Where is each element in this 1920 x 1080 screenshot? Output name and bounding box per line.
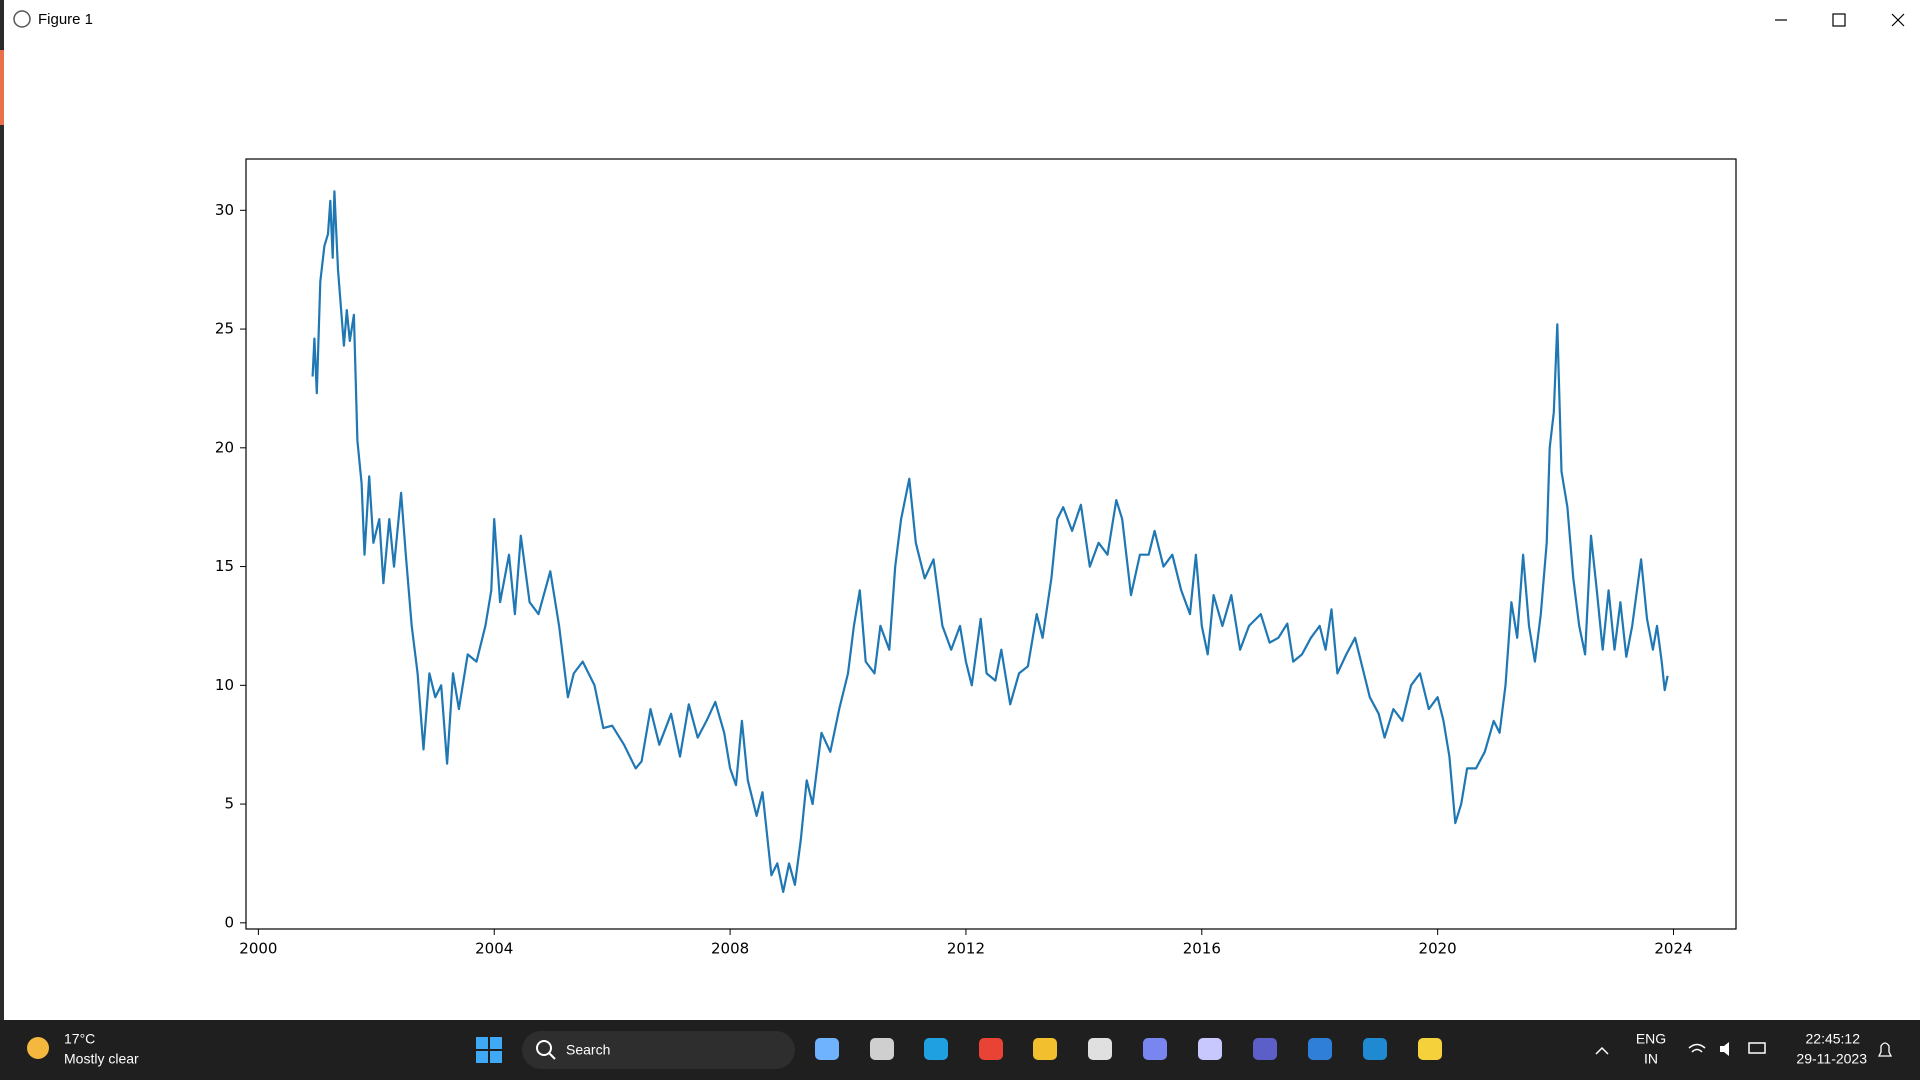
title-bar <box>4 0 1920 38</box>
x-tick-label: 2004 <box>475 940 513 958</box>
taskbar-app[interactable] <box>1198 1038 1222 1060</box>
x-tick-label: 2016 <box>1183 940 1221 958</box>
taskbar-app[interactable] <box>1088 1038 1112 1060</box>
tray-overflow[interactable] <box>1595 1046 1609 1055</box>
y-tick-label: 0 <box>224 913 234 931</box>
taskbar-app[interactable] <box>979 1038 1003 1060</box>
x-tick-label: 2000 <box>239 940 277 958</box>
taskbar-app[interactable] <box>924 1038 948 1060</box>
y-tick-label: 15 <box>215 557 234 575</box>
plot-frame <box>245 158 1737 930</box>
data-line <box>311 190 1669 893</box>
weather-condition: Mostly clear <box>64 1051 139 1067</box>
chart: 0 5 10 15 20 25 30 2000 2004 2008 2012 2016 2020 2024 <box>215 190 1693 958</box>
taskbar-app[interactable] <box>1363 1038 1387 1060</box>
taskbar-app[interactable] <box>1418 1038 1442 1060</box>
y-tick-label: 20 <box>215 438 234 456</box>
taskbar-app[interactable] <box>1308 1038 1332 1060</box>
notification-bell[interactable] <box>1877 1042 1893 1057</box>
x-tick-label: 2008 <box>711 940 749 958</box>
clock-date[interactable]: 29-11-2023 <box>1796 1051 1867 1067</box>
y-tick-label: 30 <box>215 201 234 219</box>
search-icon-handle <box>548 1052 556 1060</box>
app-icon <box>13 10 31 28</box>
search-box[interactable] <box>522 1031 795 1069</box>
search-label: Search <box>566 1042 610 1058</box>
region: IN <box>1644 1051 1658 1067</box>
weather-icon[interactable] <box>27 1037 49 1059</box>
taskbar-app[interactable] <box>1253 1038 1277 1060</box>
wifi-icon[interactable] <box>1688 1043 1706 1053</box>
taskbar-app[interactable] <box>870 1038 894 1060</box>
taskbar-app[interactable] <box>1033 1038 1057 1060</box>
maximize-button[interactable] <box>1832 13 1846 27</box>
x-tick-label: 2020 <box>1419 940 1457 958</box>
x-tick-label: 2024 <box>1654 940 1692 958</box>
taskbar-app[interactable] <box>1143 1038 1167 1060</box>
search-icon <box>536 1040 552 1056</box>
y-tick-label: 5 <box>224 795 234 813</box>
clock-time[interactable]: 22:45:12 <box>1806 1031 1861 1047</box>
y-tick-label: 25 <box>215 320 234 338</box>
window-edge-accent <box>0 50 4 125</box>
taskbar-app[interactable] <box>815 1038 839 1060</box>
language: ENG <box>1636 1031 1666 1047</box>
close-button[interactable] <box>1891 13 1905 27</box>
window-title: Figure 1 <box>38 11 93 28</box>
start-button[interactable] <box>476 1037 502 1063</box>
window-edge <box>0 0 4 1020</box>
taskbar <box>0 1020 1920 1080</box>
weather-temperature: 17°C <box>64 1031 95 1047</box>
y-tick-label: 10 <box>215 676 234 694</box>
volume-icon[interactable] <box>1720 1042 1729 1056</box>
battery-icon[interactable] <box>1748 1042 1766 1054</box>
x-tick-label: 2012 <box>947 940 985 958</box>
